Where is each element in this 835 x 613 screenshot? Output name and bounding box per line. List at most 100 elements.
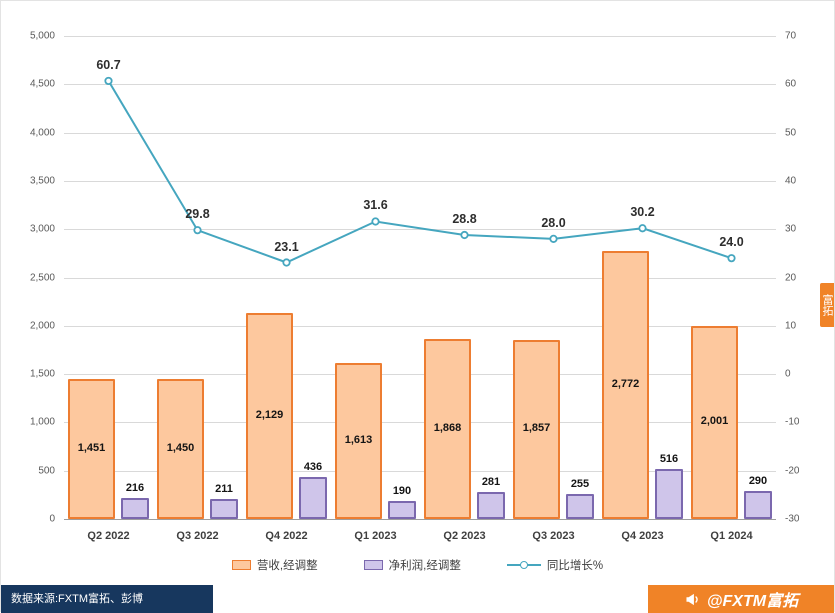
- category-label: Q2 2023: [443, 530, 486, 542]
- data-source-label: 数据来源:FXTM富拓、彭博: [1, 585, 213, 613]
- right-axis-tick-label: -10: [785, 416, 800, 428]
- yoy-line-swatch: [506, 560, 541, 570]
- legend-item-yoy-growth: 同比增长%: [506, 557, 604, 573]
- yoy-line-marker: [104, 76, 113, 86]
- left-axis-tick-label: 4,000: [29, 127, 55, 139]
- yoy-growth-label: 29.8: [185, 207, 210, 222]
- right-axis-tick-label: 10: [785, 320, 797, 332]
- yoy-growth-label: 60.7: [96, 57, 121, 72]
- revenue-bar-label: 2,129: [255, 409, 284, 422]
- category-label: Q4 2022: [265, 530, 308, 542]
- left-axis-tick-label: 2,000: [29, 320, 55, 332]
- revenue-bar: [335, 363, 382, 519]
- gridline: [64, 180, 776, 182]
- right-axis-tick-label: 70: [785, 30, 797, 42]
- gridline: [64, 36, 776, 37]
- yoy-line-marker: [549, 234, 558, 243]
- left-axis-tick-label: 0: [49, 513, 55, 525]
- revenue-bar: [424, 338, 471, 519]
- yoy-growth-label: 28.8: [452, 211, 477, 226]
- right-axis-tick-label: 50: [785, 127, 797, 139]
- brand-badge: @FXTM富拓: [648, 585, 834, 613]
- net-profit-bar: [566, 494, 594, 519]
- yoy-growth-label: 30.2: [630, 205, 655, 220]
- legend-item-revenue: 营收,经调整: [231, 557, 318, 573]
- revenue-bar: [157, 378, 204, 519]
- megaphone-icon: [684, 591, 701, 608]
- revenue-bar: [513, 339, 560, 519]
- legend-label-yoy-growth: 同比增长%: [546, 560, 604, 572]
- chart-legend: 营收,经调整 净利润,经调整 同比增长%: [1, 554, 834, 576]
- right-axis-tick-label: 40: [785, 175, 797, 187]
- left-axis-tick-label: 2,500: [29, 272, 55, 283]
- category-label: Q1 2023: [354, 530, 397, 542]
- revenue-bar-swatch: [231, 560, 251, 570]
- left-axis-tick-label: 3,000: [29, 223, 55, 235]
- category-label: Q2 2022: [87, 530, 130, 542]
- yoy-growth-label: 31.6: [363, 198, 388, 213]
- gridline: [64, 277, 776, 279]
- net-profit-bar-label: 216: [125, 482, 145, 495]
- category-label: Q1 2024: [710, 530, 753, 542]
- gridline: [64, 470, 776, 472]
- right-axis-tick-label: 60: [785, 78, 797, 90]
- brand-name: @FXTM富拓: [706, 593, 799, 610]
- gridline: [64, 229, 776, 231]
- net-profit-bar: [744, 490, 772, 519]
- net-profit-bar: [388, 500, 416, 519]
- legend-item-net-profit: 净利润,经调整: [363, 557, 461, 573]
- yoy-line-marker: [371, 217, 380, 226]
- left-axis-tick-label: 4,500: [29, 78, 55, 90]
- right-axis-tick-label: 0: [785, 368, 791, 380]
- revenue-bar-label: 1,450: [166, 441, 195, 454]
- legend-label-net-profit: 净利润,经调整: [388, 560, 461, 572]
- yoy-growth-label: 24.0: [719, 235, 744, 250]
- gridline: [64, 374, 776, 376]
- net-profit-bar-label: 516: [659, 453, 679, 466]
- net-profit-bar: [299, 476, 327, 519]
- left-axis-tick-label: 5,000: [29, 30, 55, 42]
- revenue-bar-label: 1,613: [344, 434, 373, 447]
- category-label: Q4 2023: [621, 530, 664, 542]
- net-profit-bar: [655, 469, 683, 519]
- net-profit-bar: [210, 498, 238, 519]
- gridline: [64, 84, 776, 86]
- left-axis-tick-label: 1,500: [29, 368, 55, 380]
- revenue-bar-label: 1,451: [77, 441, 106, 454]
- category-label: Q3 2022: [176, 530, 219, 542]
- category-label: Q3 2023: [532, 530, 575, 542]
- right-axis-tick-label: -30: [785, 513, 800, 525]
- revenue-bar-label: 2,001: [700, 415, 729, 428]
- net-profit-bar-swatch: [363, 560, 383, 570]
- yoy-line-marker: [727, 254, 736, 263]
- yoy-line-path: [107, 80, 732, 264]
- right-axis-tick-label: -20: [785, 465, 800, 477]
- net-profit-bar-label: 290: [748, 474, 768, 487]
- revenue-bar: [68, 378, 115, 519]
- yoy-growth-label: 23.1: [274, 239, 299, 254]
- left-axis-tick-label: 3,500: [29, 175, 55, 187]
- footer: 数据来源:FXTM富拓、彭博 @FXTM富拓: [1, 585, 834, 613]
- revenue-bar: [246, 313, 293, 519]
- net-profit-bar-label: 255: [570, 478, 590, 491]
- left-axis-tick-label: 500: [38, 465, 55, 477]
- left-axis-tick-label: 1,000: [29, 416, 55, 428]
- gridline: [64, 422, 776, 424]
- net-profit-bar-label: 211: [215, 482, 233, 495]
- revenue-bar-label: 1,857: [522, 422, 551, 435]
- gridline: [64, 325, 776, 327]
- revenue-bar-label: 1,868: [433, 421, 462, 434]
- side-watermark: 富拓: [820, 283, 834, 327]
- revenue-bar: [602, 251, 649, 519]
- net-profit-bar: [121, 498, 149, 519]
- net-profit-bar-label: 436: [303, 460, 323, 473]
- net-profit-bar-label: 281: [481, 475, 501, 488]
- yoy-line-marker: [282, 258, 291, 267]
- revenue-bar: [691, 325, 738, 519]
- right-axis-tick-label: 20: [785, 272, 797, 283]
- revenue-bar-label: 2,772: [611, 378, 640, 391]
- yoy-line-marker: [460, 230, 469, 240]
- net-profit-bar: [477, 491, 505, 519]
